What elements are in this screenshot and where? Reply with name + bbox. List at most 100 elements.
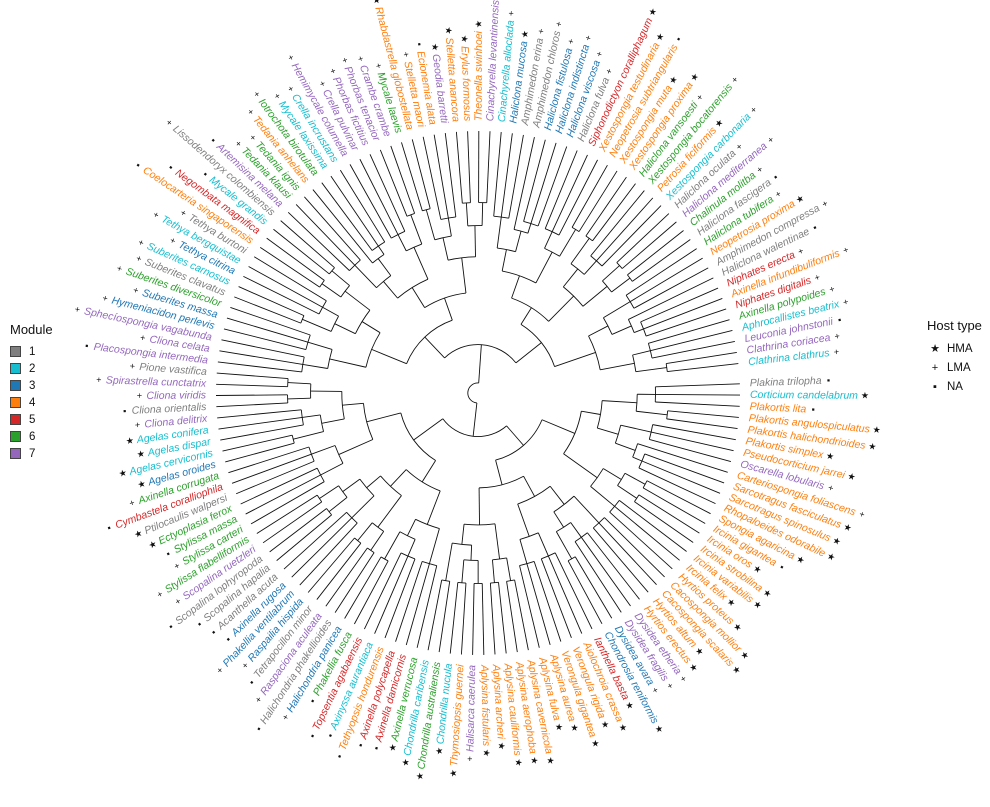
internal-branch bbox=[588, 325, 609, 337]
leaf-branch bbox=[526, 563, 551, 645]
module-legend-item: 2 bbox=[10, 360, 53, 377]
leaf-branch bbox=[621, 221, 677, 269]
leaf-branch bbox=[411, 139, 431, 209]
host-type-marker: ★ bbox=[693, 645, 706, 658]
host-type-marker: ★ bbox=[459, 35, 469, 43]
host-type-marker: + bbox=[96, 375, 102, 385]
leaf-branch bbox=[514, 579, 529, 651]
internal-branch bbox=[481, 202, 484, 226]
host-type-marker: + bbox=[796, 246, 805, 257]
leaf-branch bbox=[223, 328, 307, 351]
clade-arc bbox=[479, 475, 524, 489]
clade-arc bbox=[574, 532, 588, 542]
host-type-marker: + bbox=[164, 117, 175, 128]
clade-arc bbox=[380, 556, 389, 562]
clade-arc bbox=[457, 581, 466, 584]
internal-branch bbox=[465, 202, 469, 226]
host-type-marker: ★ bbox=[590, 738, 602, 749]
internal-branch bbox=[413, 418, 444, 441]
internal-branch bbox=[320, 462, 344, 476]
host-type-marker: ★ bbox=[482, 749, 492, 757]
internal-branch bbox=[444, 297, 453, 321]
host-type-marker: ▪ bbox=[673, 35, 683, 43]
internal-branch bbox=[377, 495, 402, 528]
internal-branch bbox=[447, 217, 452, 237]
leaf-branch bbox=[321, 182, 373, 251]
host-type-marker: + bbox=[734, 141, 745, 152]
host-type-marker: + bbox=[506, 10, 516, 16]
leaf-branch bbox=[649, 438, 731, 462]
internal-branch bbox=[377, 245, 385, 255]
internal-branch bbox=[407, 539, 416, 557]
leaf-branch bbox=[629, 257, 703, 303]
leaf-branch bbox=[637, 443, 728, 473]
tip-label: Aplysina archeri bbox=[490, 663, 507, 740]
tip: Halisarca caerulea + bbox=[464, 665, 478, 762]
internal-branch bbox=[535, 251, 553, 284]
internal-branch bbox=[428, 528, 440, 564]
module-legend-item: 3 bbox=[10, 377, 53, 394]
leaf-branch bbox=[628, 277, 714, 320]
host-type-marker: ▪ bbox=[254, 725, 264, 733]
internal-branch bbox=[426, 490, 441, 525]
host-type-marker: ▪ bbox=[325, 732, 335, 739]
tip: Theonella swinhoei ★ bbox=[473, 20, 485, 121]
module-swatch bbox=[10, 380, 21, 391]
internal-branch bbox=[302, 363, 328, 369]
internal-branch bbox=[470, 545, 473, 561]
leaf-branch bbox=[558, 159, 598, 236]
module-label: 2 bbox=[29, 362, 36, 375]
module-swatch bbox=[10, 448, 21, 459]
host-type-marker: + bbox=[729, 74, 740, 84]
host-type-marker: ▪ bbox=[134, 160, 142, 170]
tip: Plakortis lita ▪ bbox=[749, 401, 815, 416]
clade-arc bbox=[308, 446, 315, 462]
clade-arc bbox=[567, 556, 576, 562]
leaf-branch bbox=[627, 230, 684, 276]
host-type-marker: + bbox=[137, 391, 142, 401]
clade-arc bbox=[405, 469, 441, 492]
host-type-marker: + bbox=[373, 62, 384, 70]
host-type-marker: + bbox=[179, 207, 189, 218]
host-type-marker: ★ bbox=[794, 193, 806, 206]
internal-branch bbox=[541, 419, 575, 434]
leaf-branch bbox=[554, 552, 593, 630]
internal-branch bbox=[331, 270, 350, 286]
clade-arc bbox=[556, 522, 571, 533]
internal-branch bbox=[334, 323, 356, 335]
internal-branch bbox=[293, 431, 324, 440]
host-type-marker: + bbox=[233, 138, 244, 149]
clade-arc bbox=[541, 552, 556, 560]
clade-arc bbox=[617, 473, 626, 486]
clade-arc bbox=[545, 228, 560, 236]
clade-arc bbox=[614, 425, 622, 444]
leaf-branch bbox=[523, 139, 546, 222]
leaf-branch bbox=[666, 352, 737, 364]
internal-branch bbox=[544, 231, 553, 249]
clade-arc bbox=[638, 453, 646, 469]
clade-arc bbox=[511, 297, 550, 322]
tip: Aplysina fistularis ★ bbox=[478, 664, 492, 757]
clade-arc bbox=[625, 294, 635, 309]
host-type-marker: ▪ bbox=[307, 697, 317, 705]
internal-branch bbox=[548, 295, 574, 322]
leaf-branch bbox=[592, 527, 649, 593]
internal-branch bbox=[411, 287, 426, 308]
leaf-branch bbox=[330, 175, 379, 247]
host-type-marker: + bbox=[151, 209, 160, 220]
leaf-branch bbox=[574, 556, 613, 619]
internal-branch bbox=[554, 352, 596, 368]
internal-branch bbox=[611, 325, 632, 335]
leaf-branch bbox=[455, 131, 463, 204]
leaf-branch bbox=[312, 189, 373, 264]
clade-arc bbox=[603, 317, 613, 335]
leaf-branch bbox=[619, 500, 687, 552]
host-type-marker: ★ bbox=[653, 723, 666, 735]
leaf-branch bbox=[216, 402, 288, 408]
internal-branch bbox=[506, 557, 512, 581]
module-legend-item: 7 bbox=[10, 445, 53, 462]
tip-label: Erylus formosus bbox=[458, 46, 473, 122]
host-type-marker: + bbox=[565, 38, 576, 46]
host-type-marker: ▪ bbox=[371, 745, 381, 751]
tip: Cinachyrella levantinensis+ bbox=[484, 0, 502, 122]
